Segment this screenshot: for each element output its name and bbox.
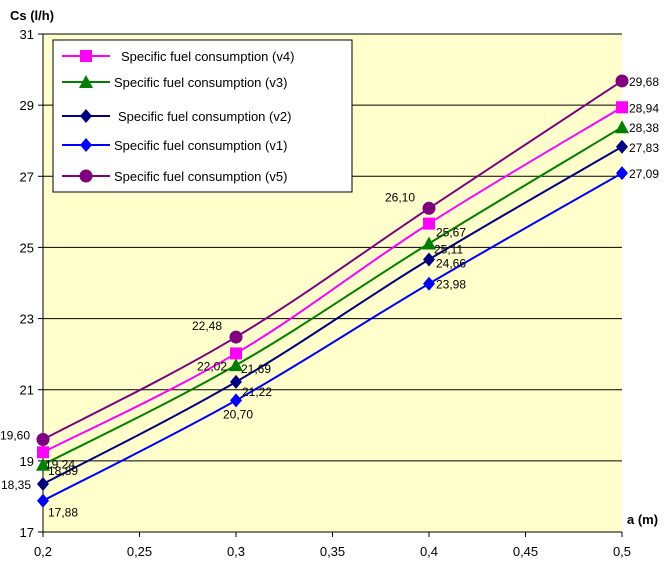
legend-entry: Specific fuel consumption (v1)	[114, 138, 287, 153]
data-label: 23,98	[436, 278, 466, 292]
x-tick-label: 0,25	[127, 544, 152, 559]
data-point	[37, 446, 49, 459]
data-labels: 19,24 22,02 25,67 28,94 18,89 21,69 25,11 28,38…	[0, 75, 659, 520]
y-tick-label: 23	[20, 312, 34, 327]
data-label: 27,09	[629, 167, 659, 181]
data-point	[423, 252, 435, 267]
data-point	[37, 476, 49, 491]
data-label: 21,22	[242, 385, 272, 399]
tick-labels: 17 19 21 23 25 27 29 31 0,2 0,25 0,3 0,35 0,4 0,45 0,5	[20, 27, 632, 559]
data-label: 18,89	[48, 464, 78, 478]
data-point	[230, 393, 242, 408]
data-label: 18,35	[1, 478, 31, 492]
data-point	[422, 236, 436, 250]
data-label: 27,83	[629, 141, 659, 155]
x-tick-label: 0,2	[34, 544, 52, 559]
markers-group	[36, 74, 629, 508]
data-label: 26,10	[385, 190, 415, 204]
x-axis-title: a (m)	[627, 512, 658, 527]
data-point	[230, 374, 242, 389]
data-point	[616, 166, 628, 181]
data-label: 24,66	[436, 257, 466, 271]
data-point	[423, 217, 435, 230]
data-point	[37, 493, 49, 508]
x-tick-label: 0,3	[227, 544, 245, 559]
y-tick-label: 27	[20, 169, 34, 184]
data-label: 17,88	[48, 506, 78, 520]
data-label: 28,94	[629, 101, 659, 115]
x-tick-label: 0,45	[513, 544, 538, 559]
data-label: 29,68	[629, 75, 659, 89]
legend-swatch-marker	[79, 169, 93, 183]
data-label: 21,69	[241, 362, 271, 376]
legend-entry: Specific fuel consumption (v5)	[114, 169, 287, 184]
data-point	[230, 347, 242, 360]
legend-swatch-marker	[80, 138, 92, 152]
legend-swatch-marker	[80, 50, 92, 62]
data-point	[229, 330, 243, 344]
data-label: 25,11	[434, 243, 463, 257]
legend-swatch-marker	[79, 75, 93, 88]
y-tick-label: 19	[20, 454, 34, 469]
data-point	[616, 139, 628, 154]
legend-entry: Specific fuel consumption (v2)	[118, 109, 291, 124]
series-line	[42, 106, 623, 454]
data-label: 22,02	[197, 359, 227, 373]
series-line	[42, 145, 623, 485]
data-label: 28,38	[629, 121, 659, 135]
x-tick-label: 0,35	[320, 544, 345, 559]
data-point	[229, 358, 243, 372]
series-line	[42, 80, 623, 441]
x-tick-label: 0,4	[420, 544, 438, 559]
y-tick-label: 29	[20, 98, 34, 113]
series-line	[42, 126, 623, 466]
data-point	[615, 120, 629, 134]
data-point	[36, 457, 50, 471]
data-label: 22,48	[192, 319, 222, 333]
legend-entry: Specific fuel consumption (v4)	[121, 49, 294, 64]
data-point	[616, 101, 628, 114]
y-tick-label: 25	[20, 240, 34, 255]
legend-entry: Specific fuel consumption (v3)	[114, 75, 287, 90]
data-label: 19,24	[45, 457, 75, 471]
y-tick-label: 17	[20, 525, 34, 540]
series-line	[42, 172, 623, 502]
data-label: 19,60	[0, 429, 30, 443]
data-label: 25,67	[436, 226, 466, 240]
y-axis-title: Cs (l/h)	[10, 8, 54, 23]
data-point	[423, 276, 435, 291]
data-label: 20,70	[223, 407, 253, 421]
data-point	[36, 433, 50, 447]
x-tick-label: 0,5	[613, 544, 631, 559]
data-point	[422, 201, 436, 215]
legend: Specific fuel consumption (v4) Specific f…	[52, 39, 353, 193]
y-tick-label: 21	[20, 383, 34, 398]
series-group	[42, 80, 623, 502]
y-tick-label: 31	[20, 27, 34, 42]
legend-swatch-marker	[80, 109, 92, 123]
data-point	[615, 74, 629, 88]
